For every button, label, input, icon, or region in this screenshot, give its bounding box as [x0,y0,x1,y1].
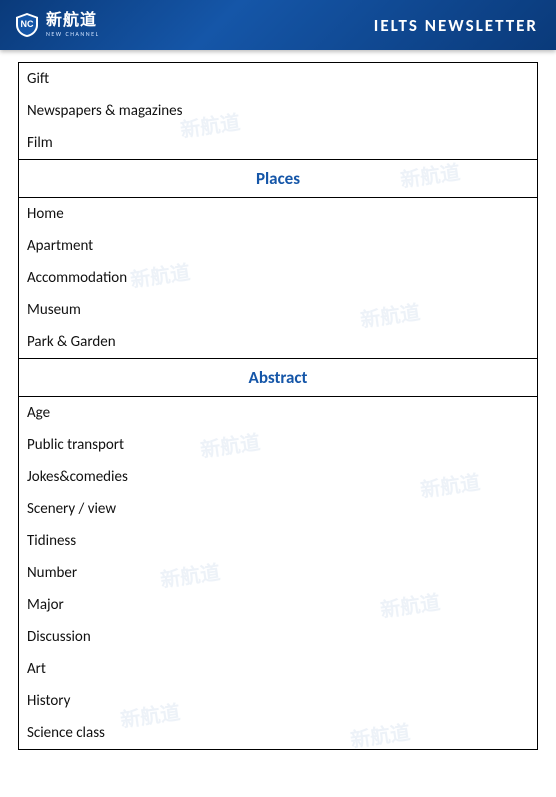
list-item: Art [19,653,537,685]
list-item: Public transport [19,429,537,461]
list-item: Gift [19,62,537,95]
list-item: Discussion [19,621,537,653]
brand-text: 新航道 NEW CHANNEL [46,13,100,37]
list-item: History [19,685,537,717]
list-item: Film [19,127,537,159]
section-title-abstract: Abstract [19,358,537,397]
list-item: Home [19,198,537,230]
page-title: IELTS NEWSLETTER [374,15,538,36]
list-item: Accommodation [19,262,537,294]
list-item: Tidiness [19,525,537,557]
list-item: Number [19,557,537,589]
list-item: Jokes&comedies [19,461,537,493]
page-header: NC 新航道 NEW CHANNEL IELTS NEWSLETTER [0,0,556,50]
brand: NC 新航道 NEW CHANNEL [14,12,100,38]
brand-name-en: NEW CHANNEL [46,31,100,37]
section-title-places: Places [19,159,537,198]
list-item: Major [19,589,537,621]
list-item: Park & Garden [19,326,537,358]
brand-name-cn: 新航道 [46,13,100,29]
svg-text:NC: NC [21,19,34,29]
list-item: Museum [19,294,537,326]
list-item: Apartment [19,230,537,262]
list-item: Newspapers & magazines [19,95,537,127]
list-item: Scenery / view [19,493,537,525]
list-item: Age [19,397,537,429]
content-table: Gift Newspapers & magazines Film Places … [18,62,538,750]
list-item: Science class [19,717,537,749]
brand-logo-icon: NC [14,12,40,38]
